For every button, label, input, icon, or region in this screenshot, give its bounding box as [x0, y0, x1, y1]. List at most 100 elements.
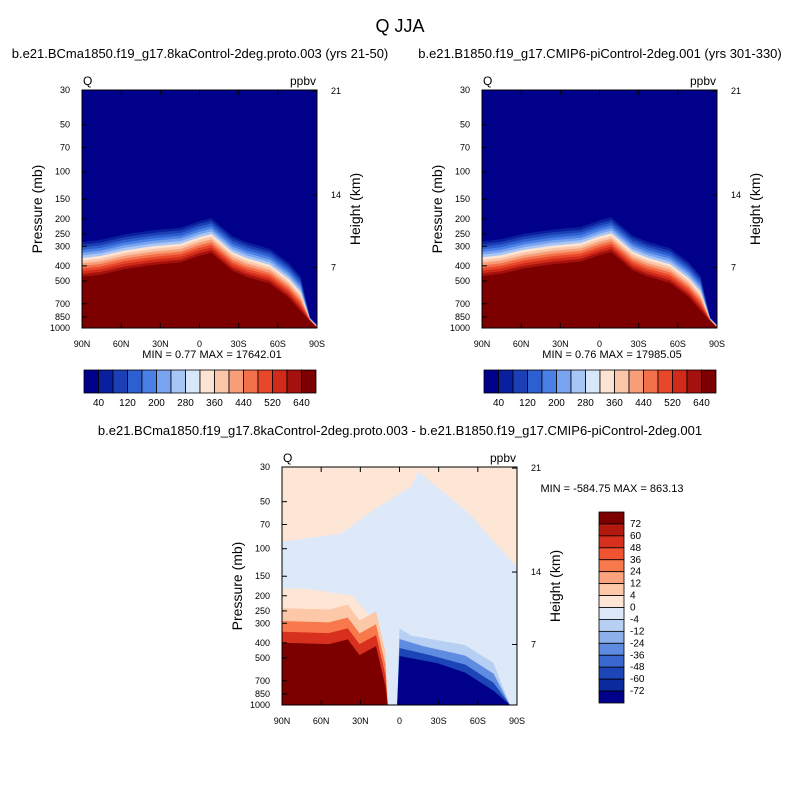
x-tick-label: 90S	[309, 339, 325, 349]
colorbar-label: -4	[630, 614, 639, 625]
x-tick-label: 30N	[552, 339, 569, 349]
chart-panel-3: b.e21.BCma1850.f19_g17.8kaControl-2deg.p…	[98, 423, 702, 726]
y-tick-label: 250	[55, 229, 70, 239]
colorbar-label: 12	[630, 579, 642, 590]
colorbar-swatch	[156, 369, 172, 394]
colorbar-swatch	[643, 369, 659, 394]
contour-band	[482, 252, 717, 328]
colorbar-label: -24	[630, 638, 645, 649]
y-tick-label: 850	[255, 689, 270, 699]
colorbar-label: 280	[177, 398, 194, 409]
colorbar-label: 36	[630, 555, 642, 566]
colorbar: 40 120 200 280 360 440 520 640	[83, 369, 317, 409]
colorbar-label: 200	[548, 398, 565, 409]
colorbar-swatch	[556, 369, 572, 394]
x-tick-label: 60N	[313, 716, 330, 726]
colorbar-label: 120	[119, 398, 136, 409]
colorbar-label: -72	[630, 686, 645, 697]
y2-tick-label: 7	[731, 262, 736, 272]
colorbar-swatch	[272, 369, 288, 394]
colorbar-swatch	[598, 559, 625, 573]
y-tick-label: 50	[260, 497, 270, 507]
colorbar-swatch	[599, 369, 615, 394]
colorbar-swatch	[243, 369, 259, 394]
chart-panel-1: b.e21.BCma1850.f19_g17.8kaControl-2deg.p…	[12, 46, 389, 409]
colorbar-swatch	[98, 369, 114, 394]
x-tick-label: 90N	[474, 339, 491, 349]
y-tick-label: 150	[455, 194, 470, 204]
colorbar-swatch	[483, 369, 499, 394]
y2-tick-label: 7	[331, 262, 336, 272]
y-tick-label: 30	[460, 85, 470, 95]
x-tick-label: 0	[597, 339, 602, 349]
colorbar: 40 120 200 280 360 440 520 640	[483, 369, 717, 409]
y-tick-label: 700	[455, 299, 470, 309]
x-tick-label: 60N	[513, 339, 530, 349]
y2-tick-label: 14	[531, 567, 541, 577]
y-tick-label: 400	[55, 261, 70, 271]
colorbar-label: 40	[493, 398, 505, 409]
panel-subtitle: b.e21.B1850.f19_g17.CMIP6-piControl-2deg…	[418, 46, 782, 61]
colorbar-swatch	[598, 619, 625, 632]
colorbar-swatch	[686, 369, 702, 394]
corner-label-units: ppbv	[490, 451, 516, 465]
x-tick-label: 90N	[74, 339, 91, 349]
colorbar-swatch	[127, 369, 143, 394]
colorbar-swatch	[598, 690, 625, 704]
corner-label-variable: Q	[483, 74, 492, 88]
colorbar-label: 280	[577, 398, 594, 409]
colorbar-label: 48	[630, 543, 642, 554]
colorbar-swatch	[598, 595, 625, 608]
colorbar-label: 640	[693, 398, 710, 409]
colorbar-swatch	[614, 369, 630, 394]
x-tick-label: 30S	[231, 339, 247, 349]
y-tick-label: 1000	[250, 700, 270, 710]
x-tick-label: 60S	[670, 339, 686, 349]
colorbar-swatch	[199, 369, 215, 394]
colorbar-swatch	[598, 630, 625, 644]
contour-band	[82, 252, 317, 328]
colorbar-label: 520	[264, 398, 281, 409]
y-tick-label: 400	[455, 261, 470, 271]
colorbar-label: 360	[206, 398, 223, 409]
y-axis-title: Pressure (mb)	[29, 165, 45, 254]
x-tick-label: 0	[197, 339, 202, 349]
y-tick-label: 100	[55, 167, 70, 177]
colorbar-label: -36	[630, 650, 645, 661]
y-tick-label: 700	[55, 299, 70, 309]
y2-tick-label: 14	[331, 190, 341, 200]
colorbar-swatch	[598, 583, 625, 596]
field-plot	[482, 90, 717, 328]
colorbar-swatch	[598, 547, 625, 561]
colorbar-swatch	[598, 535, 625, 549]
colorbar-label: -12	[630, 626, 645, 637]
colorbar-label: 640	[293, 398, 310, 409]
colorbar-swatch	[672, 369, 688, 394]
chart-panel-2: b.e21.B1850.f19_g17.CMIP6-piControl-2deg…	[418, 46, 782, 409]
colorbar-swatch	[598, 511, 625, 525]
x-tick-label: 90S	[709, 339, 725, 349]
contour-band	[397, 656, 510, 705]
colorbar-swatch	[598, 571, 625, 585]
min-max-stats: MIN = 0.76 MAX = 17985.05	[542, 349, 681, 361]
y-tick-label: 850	[55, 312, 70, 322]
colorbar-swatch	[598, 523, 625, 537]
x-tick-label: 30N	[152, 339, 169, 349]
x-tick-label: 90S	[509, 716, 525, 726]
colorbar-swatch	[112, 369, 128, 394]
y-tick-label: 400	[255, 638, 270, 648]
y-tick-label: 100	[255, 544, 270, 554]
x-tick-label: 90N	[274, 716, 291, 726]
corner-label-units: ppbv	[290, 74, 316, 88]
y-tick-label: 850	[455, 312, 470, 322]
colorbar-label: 0	[630, 603, 636, 614]
y-tick-label: 200	[255, 591, 270, 601]
colorbar-label: -48	[630, 662, 645, 673]
y-tick-label: 500	[455, 276, 470, 286]
y-tick-label: 50	[460, 120, 470, 130]
min-max-stats: MIN = -584.75 MAX = 863.13	[540, 483, 683, 495]
panel-subtitle: b.e21.BCma1850.f19_g17.8kaControl-2deg.p…	[12, 46, 389, 61]
y-tick-label: 300	[55, 241, 70, 251]
colorbar-label: 520	[664, 398, 681, 409]
colorbar-swatch	[585, 369, 601, 394]
